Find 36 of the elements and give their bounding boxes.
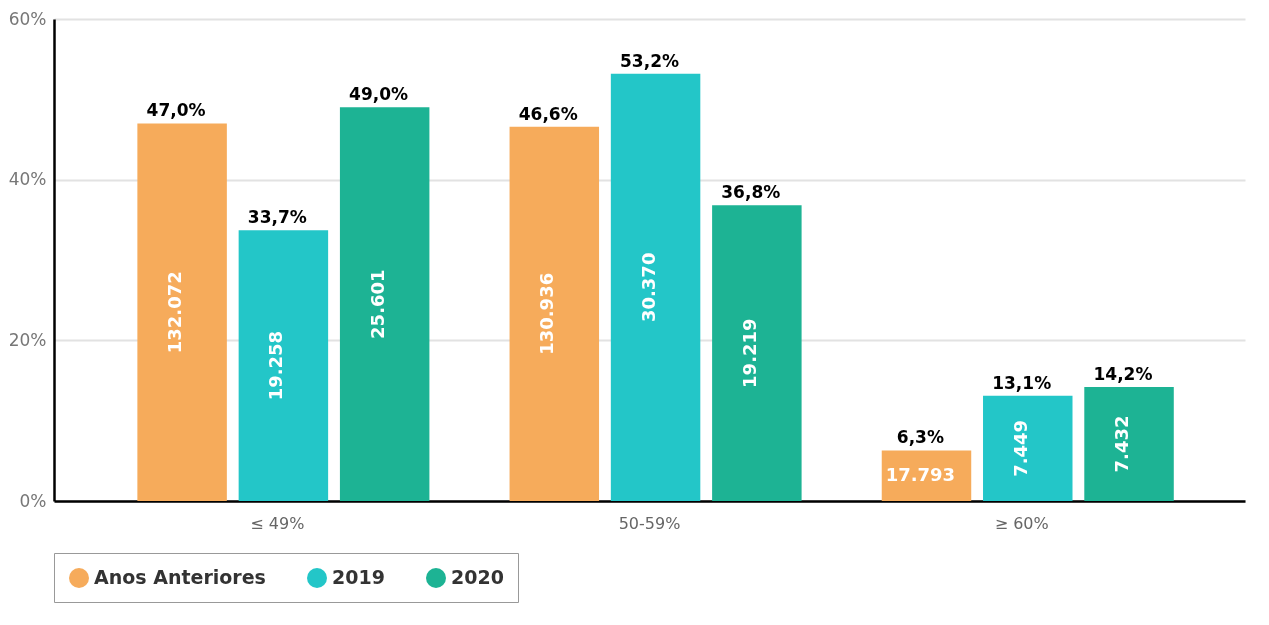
data-label: 6,3% xyxy=(896,427,944,448)
y-tick-label: 40% xyxy=(8,169,47,190)
data-label: 36,8% xyxy=(721,182,781,203)
y-tick-label: 60% xyxy=(8,8,47,29)
annotation: 25.601 xyxy=(366,269,388,339)
y-tick-label: 0% xyxy=(19,490,47,511)
data-label: 14,2% xyxy=(1093,363,1153,384)
bar xyxy=(509,126,600,501)
annotation: 130.936 xyxy=(536,272,558,355)
x-tick-label: ≥ 60% xyxy=(994,513,1049,533)
annotation: 132.072 xyxy=(164,271,186,354)
legend-label: 2020 xyxy=(451,566,504,588)
bar xyxy=(610,73,701,501)
data-label: 46,6% xyxy=(518,103,578,124)
annotation: 7.449 xyxy=(1009,419,1031,477)
data-label: 13,1% xyxy=(992,372,1052,393)
legend-label: Anos Anteriores xyxy=(94,566,266,588)
bar xyxy=(339,107,430,501)
annotation: 17.793 xyxy=(885,463,956,485)
bar xyxy=(712,205,802,501)
annotation: 7.432 xyxy=(1110,415,1132,473)
annotation: 19.258 xyxy=(265,330,287,401)
legend-label: 2019 xyxy=(332,566,385,588)
bar xyxy=(983,395,1073,501)
x-tick-label: 50-59% xyxy=(618,513,681,533)
annotation: 30.370 xyxy=(637,252,659,323)
data-label: 49,0% xyxy=(349,84,409,105)
data-label: 47,0% xyxy=(146,100,206,121)
x-tick-label: ≤ 49% xyxy=(250,513,305,533)
annotation: 19.219 xyxy=(738,318,760,388)
bar xyxy=(137,123,227,501)
data-label: 33,7% xyxy=(247,207,307,228)
data-label: 53,2% xyxy=(620,50,679,71)
bar xyxy=(238,230,329,501)
bar xyxy=(1084,386,1174,501)
y-tick-label: 20% xyxy=(8,329,47,350)
